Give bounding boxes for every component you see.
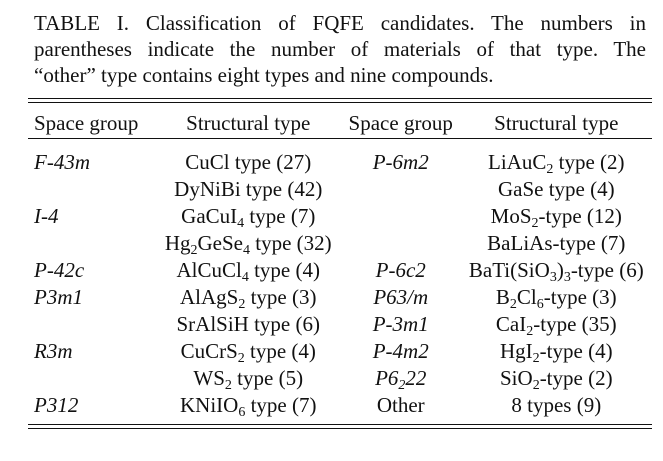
table-row: DyNiBi type (42) GaSe type (4) [28,176,652,203]
structural-type-cell: AlCuCl4 type (4) [176,258,320,285]
structural-type-cell: CuCrS2 type (4) [180,339,316,366]
space-group-cell: R3m [34,339,73,363]
header-space-group-1: Space group [34,110,139,135]
table-row: Hg2GeSe4 type (32) BaLiAs-type (7) [28,230,652,258]
structural-type-cell: SiO2-type (2) [500,366,613,393]
space-group-cell [28,365,156,392]
space-group-cell: P6222 [375,366,427,393]
classification-grid: Space group Structural type Space group … [28,103,652,424]
structural-type-cell: BaTi(SiO3)3-type (6) [468,258,644,285]
space-group-cell: P-6c2 [375,258,426,282]
table-row: P312 KNiIO6 type (7) Other 8 types (9) [28,392,652,424]
structural-type-cell: DyNiBi type (42) [174,177,323,201]
table-top-rule [28,98,652,99]
space-group-cell: P63/m [373,285,429,309]
structural-type-cell: Hg2GeSe4 type (32) [164,231,332,258]
caption-line-2: parentheses indicate the number of mater… [34,37,646,61]
table-bottom-rule-second [28,428,652,429]
structural-type-cell: KNiIO6 type (7) [180,393,317,420]
space-group-cell: F-43m [34,150,90,174]
structural-type-cell: CuCl type (27) [185,150,312,174]
table-row: WS2 type (5) P6222 SiO2-type (2) [28,365,652,393]
header-structural-type-2: Structural type [494,110,619,135]
table-body: F-43m CuCl type (27) P-6m2 LiAuC2 type (2) D… [28,143,652,424]
table-row: I-4 GaCuI4 type (7) MoS2-type (12) [28,203,652,231]
table-caption: TABLE I. Classification of FQFE candidat… [34,10,646,88]
table-header-rule [28,138,652,139]
structural-type-cell: LiAuC2 type (2) [488,150,625,177]
structural-type-cell: BaLiAs-type (7) [487,231,626,255]
space-group-cell: P-3m1 [372,312,429,336]
space-group-cell [341,203,461,230]
space-group-cell: P-42c [34,258,85,282]
table-row: F-43m CuCl type (27) P-6m2 LiAuC2 type (2) [28,143,652,177]
space-group-cell [28,176,156,203]
space-group-cell: P-6m2 [372,150,429,174]
space-group-cell [341,230,461,257]
caption-line-3: “other” type contains eight types and ni… [34,63,494,87]
structural-type-cell: MoS2-type (12) [490,204,622,231]
header-structural-type-1: Structural type [186,110,311,135]
space-group-cell: Other [376,393,425,417]
table-row: R3m CuCrS2 type (4) P-4m2 HgI2-type (4) [28,338,652,366]
space-group-cell [28,311,156,338]
space-group-cell [28,230,156,257]
structural-type-cell: 8 types (9) [511,393,602,417]
space-group-cell [341,176,461,203]
space-group-cell: I-4 [34,204,59,228]
table-row: SrAlSiH type (6) P-3m1 CaI2-type (35) [28,311,652,339]
classification-table: Space group Structural type Space group … [28,98,652,429]
space-group-cell: P-4m2 [372,339,429,363]
structural-type-cell: AlAgS2 type (3) [179,285,317,312]
caption-line-1: TABLE I. Classification of FQFE candidat… [34,11,646,35]
table-row: P-42c AlCuCl4 type (4) P-6c2 BaTi(SiO3)3-ty… [28,257,652,285]
structural-type-cell: GaCuI4 type (7) [181,204,316,231]
table-bottom-rule [28,424,652,425]
structural-type-cell: HgI2-type (4) [500,339,613,366]
structural-type-cell: SrAlSiH type (6) [176,312,321,336]
table-header-row: Space group Structural type Space group … [28,103,652,143]
space-group-cell: P3m1 [34,285,83,309]
structural-type-cell: B2Cl6-type (3) [495,285,617,312]
structural-type-cell: WS2 type (5) [193,366,304,393]
table-row: P3m1 AlAgS2 type (3) P63/m B2Cl6-type (3) [28,284,652,312]
structural-type-cell: GaSe type (4) [497,177,615,201]
space-group-cell: P312 [34,393,79,417]
header-space-group-2: Space group [348,110,453,135]
table-top-rule-second [28,102,652,103]
structural-type-cell: CaI2-type (35) [495,312,617,339]
